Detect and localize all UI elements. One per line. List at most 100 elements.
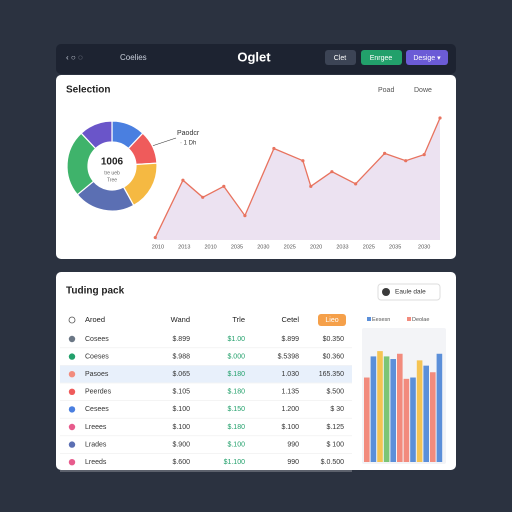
line-point — [301, 159, 305, 163]
table-cell: $.100 — [281, 424, 299, 431]
row-icon — [68, 441, 76, 448]
table-cell: $.150 — [227, 406, 245, 413]
table-cell: $ 100 — [326, 441, 344, 448]
legend-label: Deolae — [412, 317, 429, 323]
line-point — [243, 214, 247, 218]
bar — [416, 360, 423, 462]
table-cell: Pasoes — [85, 371, 109, 378]
legend-swatch — [407, 317, 411, 321]
button-label[interactable]: Clet — [334, 55, 347, 62]
nav-label[interactable]: Coelies — [120, 53, 147, 62]
table-cell: $1.00 — [227, 336, 245, 343]
x-tick-label: 2025 — [363, 244, 375, 250]
table-cell: $.100 — [172, 424, 190, 431]
bar — [370, 356, 377, 462]
nav-icons[interactable]: ‹ ○ ◌ — [66, 53, 83, 62]
table-cell: 1.030 — [281, 371, 299, 378]
table-cell: Lreeds — [85, 459, 107, 466]
action[interactable]: Dowe — [414, 87, 432, 94]
line-point — [201, 195, 205, 199]
table-cell: $ 30 — [330, 406, 344, 413]
annotation: · 1 Dh — [180, 141, 196, 147]
button[interactable] — [361, 50, 402, 65]
table-header: Lieo — [325, 317, 338, 324]
table-cell: $0.360 — [323, 353, 345, 360]
table-cell: $.900 — [172, 441, 190, 448]
table-cell: $.988 — [172, 353, 190, 360]
legend-label: Eesesn — [372, 317, 390, 323]
donut-sublabel: Tree — [107, 177, 117, 183]
bar — [364, 377, 370, 462]
donut-segment — [80, 120, 113, 150]
row-icon — [68, 335, 76, 343]
x-tick-label: 2030 — [257, 244, 269, 250]
row-icon — [68, 388, 76, 395]
row-icon — [68, 459, 76, 466]
table-cell: $.899 — [172, 336, 190, 343]
table-cell: $.180 — [227, 389, 245, 396]
bar — [423, 365, 429, 462]
line-point — [181, 178, 185, 182]
line-point — [354, 182, 358, 186]
button-label[interactable]: Desige ▾ — [413, 55, 441, 62]
row-icon — [68, 353, 76, 360]
row-highlight — [60, 365, 352, 383]
button[interactable] — [325, 50, 356, 65]
x-tick-label: 2020 — [310, 244, 322, 250]
row-icon — [68, 406, 76, 413]
header-pill — [318, 314, 346, 326]
table-cell: $.125 — [326, 424, 344, 431]
table-cell: $.100 — [227, 441, 245, 448]
table-cell: 165.350 — [319, 371, 344, 378]
table-cell: Coeses — [85, 353, 109, 360]
filter-button[interactable] — [377, 283, 441, 301]
table-cell: $.600 — [172, 459, 190, 466]
line-point — [438, 116, 442, 120]
table-cell: $.105 — [172, 389, 190, 396]
donut-center-label: 1006 — [101, 157, 124, 168]
filter-button-label[interactable]: Eaule dale — [395, 289, 426, 296]
button-label[interactable]: Enrgee — [370, 55, 393, 62]
line-point — [422, 153, 426, 157]
line-point — [272, 146, 276, 151]
row-icon — [68, 423, 76, 431]
app-title: Oglet — [237, 49, 271, 64]
bar — [390, 359, 396, 462]
table-cell: $.0.500 — [321, 459, 344, 466]
header-icon — [68, 316, 76, 324]
action[interactable]: Poad — [378, 87, 394, 94]
bar — [403, 378, 410, 462]
card-title: Tuding pack — [66, 286, 125, 297]
x-tick-label: 2030 — [418, 244, 430, 250]
table-cell: $.180 — [227, 424, 245, 431]
table-cell: $0.350 — [323, 336, 345, 343]
button[interactable] — [406, 50, 448, 65]
table-header: Aroed — [85, 315, 105, 324]
line-area — [155, 118, 441, 240]
table-cell: $.065 — [172, 371, 190, 378]
table-cell: Lrades — [85, 441, 107, 448]
donut-sublabel: tre ueb — [104, 170, 120, 176]
table-cell: $.000 — [227, 353, 245, 360]
table-cell: $.899 — [281, 336, 299, 343]
x-tick-label: 2035 — [389, 244, 401, 250]
table-cell: $.100 — [172, 406, 190, 413]
x-tick-label: 2035 — [231, 244, 243, 250]
table-cell: Cosees — [85, 336, 109, 343]
table-cell: 1.200 — [281, 406, 299, 413]
table-cell: 1.135 — [281, 389, 299, 396]
line-point — [222, 184, 226, 188]
table-header: Cetel — [281, 315, 299, 324]
table-cell: Peerdes — [85, 389, 112, 396]
line-point — [404, 159, 408, 163]
table-cell: $.5398 — [278, 353, 300, 360]
table-header: Trle — [232, 315, 245, 324]
bar — [383, 356, 390, 462]
x-tick-label: 2010 — [152, 244, 164, 250]
bar — [410, 377, 416, 462]
avatar — [382, 288, 390, 296]
bar — [436, 353, 443, 462]
table-cell: $.500 — [326, 389, 344, 396]
top-bar — [56, 44, 456, 74]
